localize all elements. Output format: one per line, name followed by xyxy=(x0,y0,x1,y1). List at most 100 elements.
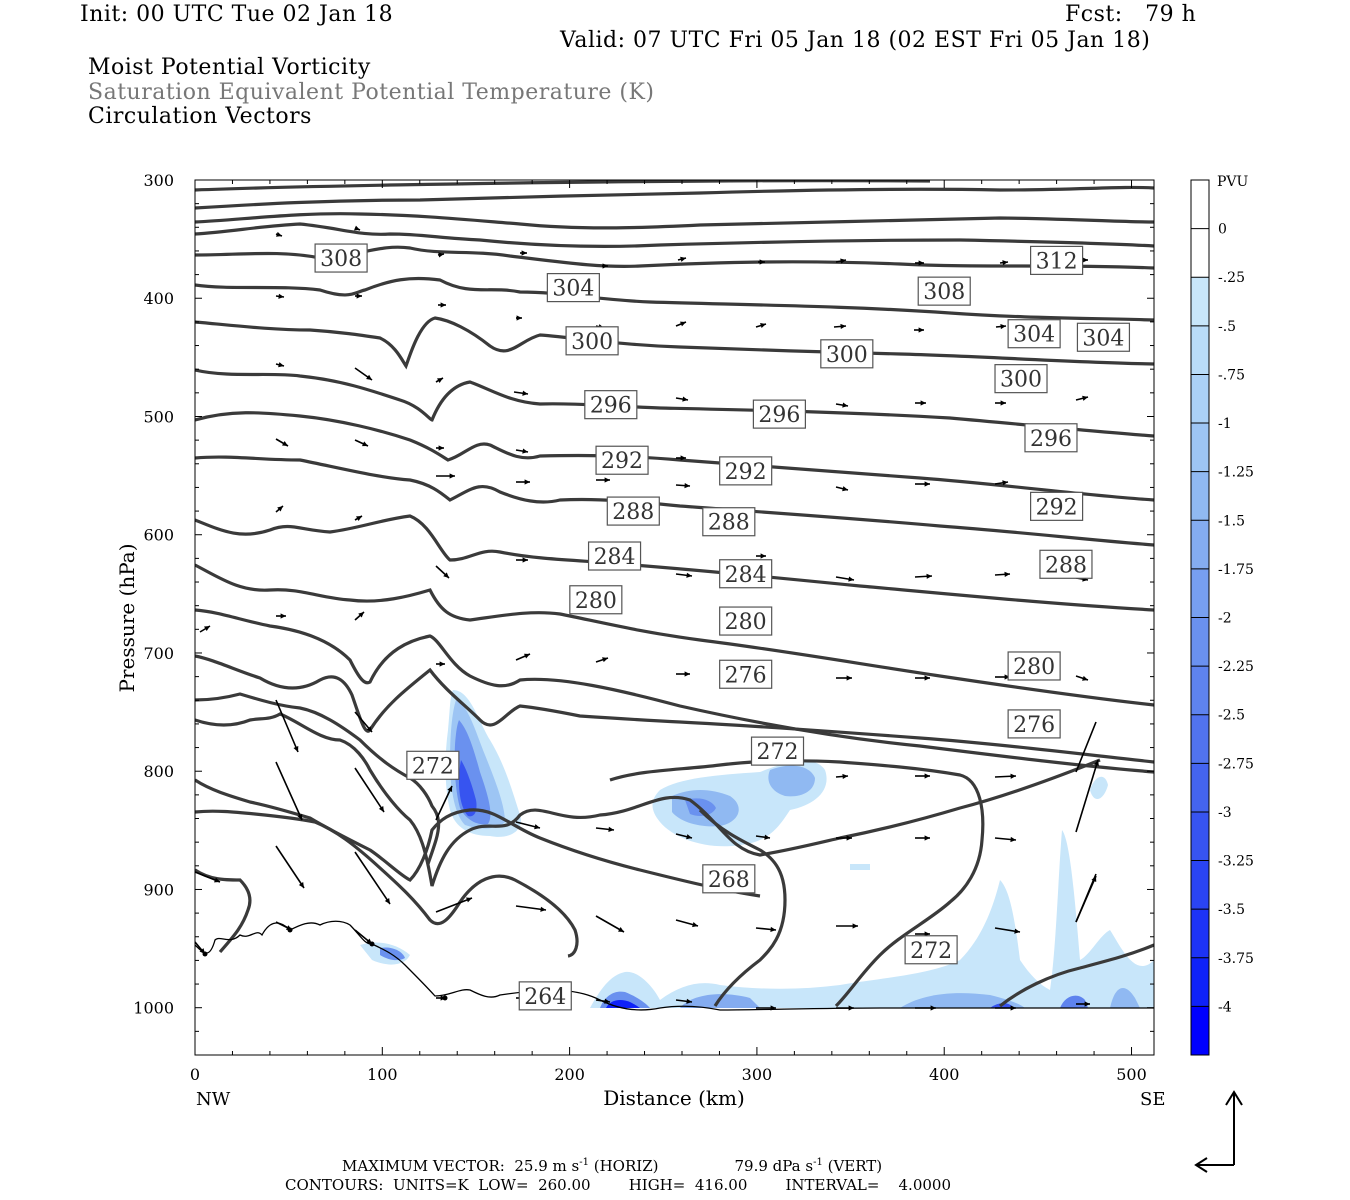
circulation-vector xyxy=(354,367,373,381)
contour-label-text: 288 xyxy=(708,511,750,536)
terrain-line xyxy=(195,920,1154,1011)
contour-label: 284 xyxy=(719,559,773,589)
contour-label-text: 300 xyxy=(571,330,613,355)
circulation-vector xyxy=(915,260,924,266)
contour-label-box xyxy=(569,585,623,615)
contour-label: 284 xyxy=(587,541,642,571)
circulation-vector xyxy=(354,851,391,905)
contour-line xyxy=(195,778,761,898)
theta-es-contours xyxy=(195,180,1154,1008)
x-tick-label: 200 xyxy=(554,1065,585,1084)
circulation-vector xyxy=(194,871,221,883)
contour-label-box xyxy=(406,750,460,780)
contour-label-text: 300 xyxy=(1000,368,1042,393)
contour-label: 292 xyxy=(719,456,773,486)
contour-label: 264 xyxy=(518,981,572,1011)
contour-label: 288 xyxy=(702,507,756,537)
contour-label-text: 280 xyxy=(1013,655,1055,680)
colorbar-swatch xyxy=(1191,666,1209,716)
contour-label-box xyxy=(584,390,638,420)
circulation-vector xyxy=(515,821,541,830)
contour-line xyxy=(195,185,1154,210)
circulation-vector xyxy=(994,836,1017,843)
colorbar-label: -4 xyxy=(1218,999,1232,1015)
contour-label: 272 xyxy=(904,935,958,965)
circulation-vector xyxy=(275,699,299,753)
contour-label: 308 xyxy=(314,243,368,273)
x-tick-label: 300 xyxy=(742,1065,773,1084)
circulation-vector xyxy=(995,674,1010,680)
colorbar-label: -2.75 xyxy=(1218,756,1254,772)
contour-line xyxy=(195,868,252,954)
contour-label: 300 xyxy=(994,364,1048,394)
circulation-vector xyxy=(999,260,1009,266)
contour-line xyxy=(195,368,1154,438)
circulation-vector xyxy=(354,767,385,813)
contour-label-text: 300 xyxy=(826,343,868,368)
circulation-vector xyxy=(836,923,858,929)
contour-label-text: 308 xyxy=(320,247,362,272)
circulation-vector xyxy=(1076,1001,1090,1007)
pv-shading xyxy=(360,690,1154,1008)
circulation-vector xyxy=(435,785,453,821)
circulation-vector xyxy=(1075,873,1097,923)
circulation-vector xyxy=(915,773,930,779)
contour-label: 296 xyxy=(752,399,806,429)
colorbar-swatch xyxy=(1191,374,1209,424)
circulation-vector xyxy=(275,505,284,513)
contour-label: 268 xyxy=(702,864,756,894)
field-title-2: Saturation Equivalent Potential Temperat… xyxy=(88,80,655,105)
contour-label: 300 xyxy=(820,339,874,369)
contour-label: 280 xyxy=(719,606,773,636)
contour-label: 288 xyxy=(1039,549,1093,579)
circulation-vector xyxy=(275,761,303,821)
pv-region xyxy=(900,993,1025,1008)
contour-line xyxy=(195,608,1154,774)
contour-label-box xyxy=(595,445,649,475)
contour-line xyxy=(195,212,1154,230)
contour-label-box xyxy=(820,339,874,369)
circulation-vector xyxy=(836,835,852,841)
y-tick-label: 600 xyxy=(143,526,174,545)
circulation-vector xyxy=(275,293,285,299)
circulation-vector xyxy=(275,845,305,889)
contour-label: 272 xyxy=(750,736,805,766)
x-axis: 0 100 200 300 400 500 xyxy=(190,180,1147,1084)
pv-region xyxy=(768,765,815,797)
circulation-vector xyxy=(275,438,289,447)
contour-label-text: 280 xyxy=(725,610,767,635)
y-tick-label: 900 xyxy=(143,880,174,899)
contour-label-box xyxy=(750,736,805,766)
colorbar-swatch xyxy=(1191,1006,1209,1056)
contour-label-box xyxy=(1007,651,1061,681)
circulation-vector xyxy=(675,919,699,928)
contour-line xyxy=(698,808,787,1007)
circulation-vector xyxy=(833,323,847,330)
contour-line xyxy=(195,455,1154,547)
contour-label: 292 xyxy=(1030,491,1084,521)
contour-label-text: 296 xyxy=(590,394,632,419)
colorbar-label: -1.25 xyxy=(1218,465,1254,481)
contour-label-text: 264 xyxy=(524,985,566,1010)
contour-label: 308 xyxy=(917,276,971,306)
circulation-vector xyxy=(1075,721,1097,773)
contour-label-box xyxy=(917,276,971,306)
circulation-vector xyxy=(199,625,211,633)
colorbar-swatch xyxy=(1191,714,1209,764)
contour-label-text: 296 xyxy=(1030,427,1072,452)
circulation-vector xyxy=(194,941,206,955)
field-title-1: Moist Potential Vorticity xyxy=(88,55,371,80)
x-tick-label: 400 xyxy=(929,1065,960,1084)
contour-label-box xyxy=(1030,491,1084,521)
contour-label: 272 xyxy=(406,750,460,780)
contour-label-text: 312 xyxy=(1036,249,1078,274)
circulation-vector xyxy=(515,905,547,912)
circulation-vector xyxy=(1075,395,1089,401)
contour-label: 312 xyxy=(1030,245,1084,276)
colorbar-swatch xyxy=(1191,471,1209,521)
contour-label-text: 284 xyxy=(594,545,636,570)
contour-label-box xyxy=(587,541,642,571)
circulation-vector xyxy=(275,921,293,931)
colorbar-swatch xyxy=(1191,228,1209,278)
colorbar-label: -3.75 xyxy=(1218,951,1254,967)
